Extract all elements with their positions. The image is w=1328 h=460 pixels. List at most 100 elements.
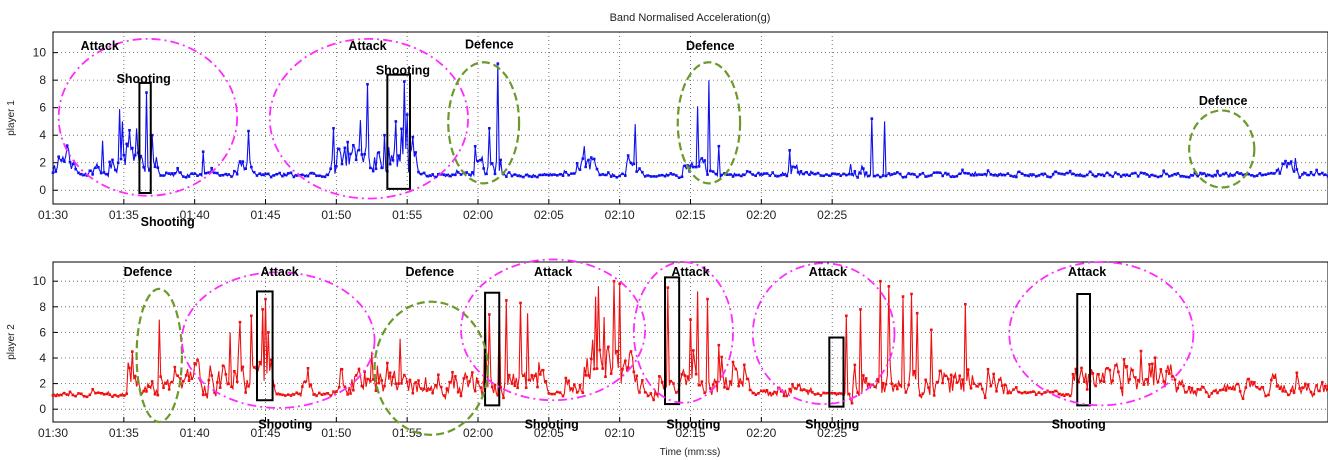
data-point [930,328,933,332]
data-point [320,175,324,178]
data-point [921,171,925,175]
data-point [1284,159,1287,163]
data-point [964,302,967,306]
data-point [343,385,347,389]
data-point [709,387,712,390]
data-point [893,384,896,388]
x-tick-label: 02:25 [817,426,847,440]
data-point [1253,174,1256,178]
data-point [337,147,341,151]
data-point [782,394,786,398]
data-point [1009,174,1012,178]
data-point [581,157,585,160]
data-point [1026,174,1029,177]
data-point [1185,175,1188,179]
data-point [318,174,321,178]
data-point [488,127,491,130]
data-point [1122,358,1126,361]
data-point [422,171,426,175]
data-point [468,380,471,383]
data-point [660,173,664,177]
data-point [1326,384,1328,388]
data-point [99,171,103,175]
data-point [1015,386,1018,389]
data-point [371,169,375,173]
y-tick-label: 4 [39,351,46,365]
data-point [825,391,828,395]
data-point [269,175,273,179]
data-point [1080,366,1083,370]
data-point [170,172,174,175]
data-point [250,165,253,169]
y-tick-label: 6 [39,101,46,115]
data-point [771,392,774,396]
annotation-defence: Defence [124,265,173,279]
data-point [918,173,922,176]
data-point [609,372,613,375]
data-point [918,394,922,397]
data-point [1094,384,1097,388]
shooting-box [1076,293,1091,407]
data-point [1020,391,1024,395]
data-point [992,173,995,177]
x-tick-label: 01:45 [250,426,280,440]
data-point [374,167,378,171]
data-point [1298,387,1301,390]
data-point [1255,174,1259,177]
data-point [1287,393,1290,397]
data-point [947,172,950,176]
data-point [1125,173,1129,177]
data-point [1210,392,1214,395]
data-point [1122,173,1126,177]
data-point [669,379,672,383]
data-point [346,140,349,144]
y-tick-label: 6 [39,325,46,339]
data-point [785,174,789,178]
data-point [697,165,701,168]
data-point [740,174,743,178]
annotation-defence: Defence [1199,94,1248,108]
data-point [805,389,808,393]
data-point [932,171,936,175]
data-point [326,173,330,177]
data-point [697,383,701,387]
data-point [904,391,908,394]
data-point [811,171,814,175]
data-point [958,374,961,378]
data-point [150,133,154,137]
data-point [267,172,270,176]
data-point [1238,390,1242,393]
data-point [816,392,820,395]
data-point [519,174,522,178]
data-point [1003,383,1007,387]
data-point [663,174,667,178]
data-point [437,172,440,176]
data-point [439,385,443,389]
data-point [961,378,964,381]
data-point [394,382,398,386]
data-point [751,391,755,395]
data-point [1088,170,1092,174]
data-point [241,160,245,163]
data-point [1034,393,1038,397]
data-point [1173,378,1177,382]
data-point [692,165,695,169]
data-point [1230,387,1233,391]
data-point [796,384,800,387]
data-point [1029,173,1032,176]
data-point [533,374,536,378]
data-point [1321,381,1324,384]
data-point [748,388,752,392]
data-point [802,172,806,176]
data-point [1148,175,1151,178]
defence-ellipse [447,61,521,185]
x-tick-label: 01:40 [180,426,210,440]
x-tick-label: 01:50 [321,208,351,222]
data-point [683,164,687,168]
data-point [320,393,324,396]
data-point [193,172,196,175]
data-point [561,394,565,398]
data-point [420,387,423,390]
data-point [680,372,684,376]
data-point [915,175,919,179]
